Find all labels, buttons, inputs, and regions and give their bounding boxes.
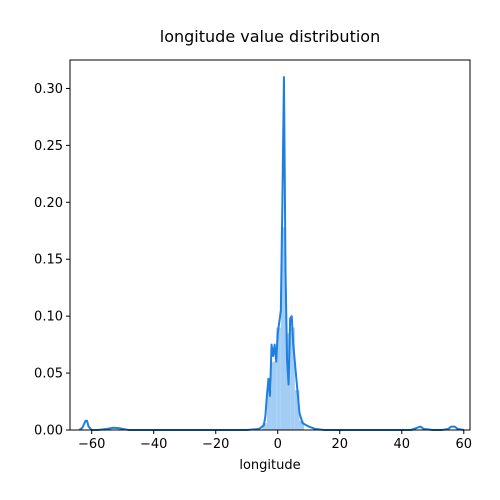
histogram-bar [299,420,305,430]
y-axis: 0.00 0.05 0.10 0.15 0.20 0.25 0.30 [34,82,70,439]
histogram-bar [262,423,267,430]
plot-frame [69,59,471,431]
kde-line [78,76,464,431]
y-tick-label: 0.25 [34,139,63,154]
x-tick-label: −60 [78,437,105,452]
plot-area [69,59,471,431]
y-tick-label: 0.00 [34,424,63,439]
x-tick-label: −20 [202,437,229,452]
histogram-bar [294,390,300,430]
histogram-bar [280,227,286,430]
histogram-bar [276,327,281,430]
y-tick-label: 0.30 [34,82,63,97]
x-tick-label: 0 [274,437,282,452]
x-axis: −60 −40 −20 0 20 40 60 [78,430,472,452]
y-tick-label: 0.05 [34,367,63,382]
x-tick-label: 60 [456,437,473,452]
x-tick-label: 40 [394,437,411,452]
histogram-bar [266,390,272,430]
y-tick-label: 0.10 [34,310,63,325]
chart-title: longitude value distribution [160,27,380,46]
y-tick-label: 0.15 [34,253,63,268]
x-axis-label: longitude [239,458,300,473]
y-tick-label: 0.20 [34,196,63,211]
histogram-bar [290,327,295,430]
x-tick-label: 20 [331,437,348,452]
histogram-bar [271,361,277,430]
x-tick-label: −40 [140,437,167,452]
